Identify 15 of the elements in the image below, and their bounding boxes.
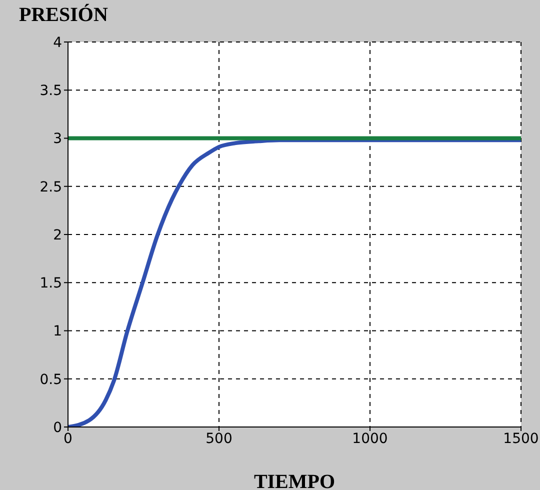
x-axis-title: TIEMPO <box>254 471 336 490</box>
y-tick-label: 4 <box>53 34 62 51</box>
x-tick-label: 1000 <box>352 430 388 447</box>
y-axis-title: PRESIÓN <box>19 3 108 26</box>
x-tick-label: 1500 <box>503 430 539 447</box>
y-tick-label: 0 <box>53 420 62 436</box>
y-tick-label: 1 <box>53 324 62 340</box>
y-tick-label: 1.5 <box>40 276 62 292</box>
x-tick-label: 0 <box>64 430 72 447</box>
y-tick-label: 2 <box>53 227 62 244</box>
x-tick-label: 500 <box>206 430 232 447</box>
y-tick-label: 3 <box>53 131 62 148</box>
y-tick-label: 2.5 <box>40 179 62 196</box>
y-tick-label: 3.5 <box>40 83 62 100</box>
y-tick-label: 0.5 <box>40 372 62 388</box>
